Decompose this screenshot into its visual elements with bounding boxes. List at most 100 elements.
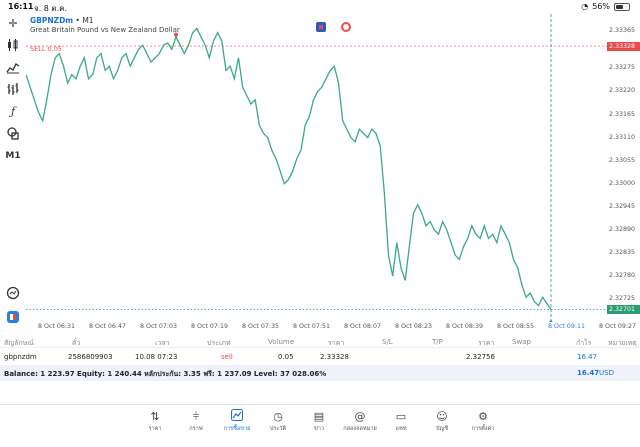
tab-label: บัญชี — [435, 426, 449, 432]
function-icon[interactable]: ƒ — [10, 105, 16, 118]
price-tick-label: 2.33328 — [607, 41, 640, 51]
time-tick-label: 8 Oct 06:47 — [89, 323, 127, 330]
time-tick-label: 8 Oct 09:11 — [548, 323, 586, 330]
price-tick-label: 2.33165 — [609, 110, 636, 118]
chart-icon: ⫩ — [192, 410, 200, 423]
price-tick-label: 2.32780 — [609, 272, 636, 280]
position-profit: 16.47 — [577, 353, 598, 361]
tab-label: การตั้งค่า — [471, 426, 495, 432]
price-tick-label: 2.32701 — [607, 304, 640, 314]
table-row[interactable]: gbpnzdm 2586809903 10.08 07:23 sell 0.05… — [0, 350, 640, 364]
battery-percent: 56% — [592, 2, 610, 11]
tab-quotes[interactable]: ⇅ ราคา — [135, 409, 175, 433]
position-time: 10.08 07:23 — [135, 353, 178, 361]
price-tick-label: 2.32835 — [609, 249, 636, 257]
tab-account[interactable]: ☺ บัญชี — [422, 409, 462, 433]
time-tick-label: 8 Oct 07:51 — [293, 323, 331, 330]
position-symbol: gbpnzdm — [4, 353, 37, 361]
time-tick-label: 8 Oct 07:19 — [191, 323, 229, 330]
account-summary: Balance: 1 223.97 Equity: 1 240.44 หลักป… — [0, 365, 640, 381]
symbol-name: GBPNZDm — [30, 16, 74, 25]
objects-icon[interactable] — [5, 126, 21, 142]
tab-label: แชท — [395, 426, 407, 432]
timeframe-button[interactable]: M1 — [5, 151, 21, 161]
nzd-flag-icon — [341, 22, 351, 32]
entry-marker — [174, 32, 178, 37]
time-tick-label: 8 Oct 08:39 — [446, 323, 484, 330]
position-ticket: 2586809903 — [68, 353, 113, 361]
time-tick-label: 8 Oct 08:55 — [497, 323, 535, 330]
sell-order-label: SELL 0.05 — [30, 45, 63, 53]
tab-label: กราฟ — [189, 426, 203, 432]
position-volume: 0.05 — [278, 353, 294, 361]
tab-label: ประวัติ — [269, 426, 287, 432]
column-header[interactable]: Volume — [268, 338, 295, 346]
chart-toolbar: ✛ ƒ M1 — [0, 14, 26, 334]
price-axis[interactable]: 2.33365 2.33328 2.33275 2.33220 2.33165 2.331… — [607, 14, 640, 322]
total-profit: 16.47 — [577, 369, 600, 377]
price-line — [26, 27, 552, 310]
crosshair-icon[interactable]: ✛ — [8, 17, 18, 30]
cursor-marker[interactable] — [548, 319, 554, 322]
price-tick-label: 2.32945 — [609, 202, 636, 210]
column-header[interactable]: S/L — [382, 338, 393, 346]
chat-icon: ▭ — [395, 410, 407, 423]
tab-label: การซื้อขาย — [223, 426, 251, 432]
position-open-price: 2.33328 — [320, 353, 349, 361]
status-bar: 16:11 จ. 8 ต.ค. ◔ 56% — [0, 0, 640, 14]
candlestick-icon[interactable] — [5, 38, 21, 54]
column-header[interactable]: Swap — [512, 338, 531, 346]
symbol-description: Great Britain Pound vs New Zealand Dolla… — [30, 26, 180, 34]
column-header[interactable]: ราคา — [328, 339, 345, 347]
trade-panel-icon[interactable] — [5, 310, 21, 326]
tab-news[interactable]: ▤ ข่าว — [299, 409, 339, 433]
tab-trade[interactable]: การซื้อขาย — [217, 409, 257, 433]
column-header[interactable]: ราคา — [478, 339, 495, 347]
column-header[interactable]: ประเภท — [207, 339, 231, 347]
history-icon: ◷ — [273, 410, 283, 423]
price-chart[interactable]: GBPNZDm • M1 Great Britain Pound vs New … — [26, 14, 607, 322]
time-tick-label: 8 Oct 09:27 — [599, 323, 637, 330]
date: จ. 8 ต.ค. — [34, 4, 68, 13]
time-tick-label: 8 Oct 06:31 — [38, 323, 76, 330]
clock: 16:11 — [8, 2, 34, 11]
bars-icon[interactable] — [5, 82, 21, 98]
bottom-tab-bar: ⇅ ราคา ⫩ กราฟ การซื้อขาย ◷ ประวัติ ▤ ข่าว @ กล่องจ… — [0, 404, 640, 447]
wifi-icon: ◔ — [581, 2, 589, 11]
tab-chart[interactable]: ⫩ กราฟ — [176, 409, 216, 433]
mailbox-icon: @ — [354, 410, 366, 423]
price-tick-label: 2.33220 — [609, 87, 636, 95]
tab-label: ราคา — [148, 426, 162, 432]
tab-chat[interactable]: ▭ แชท — [381, 409, 421, 433]
trade-icon — [217, 409, 257, 425]
column-header[interactable]: กำไร — [576, 339, 592, 347]
price-tick-label: 2.33110 — [609, 133, 636, 141]
column-header[interactable]: เวลา — [155, 339, 170, 347]
price-tick-label: 2.32890 — [609, 226, 636, 233]
price-tick-label: 2.33055 — [609, 156, 636, 164]
column-header[interactable]: ตั๋ว — [72, 339, 81, 347]
chart-canvas — [26, 14, 607, 322]
settings-icon: ⚙ — [478, 410, 488, 423]
price-tick-label: 2.33275 — [609, 64, 636, 72]
battery-icon — [614, 2, 630, 11]
price-tick-label: 2.32725 — [609, 295, 636, 303]
indicators-icon[interactable] — [5, 60, 21, 76]
timeframe-label: • M1 — [75, 16, 94, 25]
time-tick-label: 8 Oct 08:23 — [395, 323, 433, 330]
table-header: สัญลักษณ์ ตั๋ว เวลา ประเภท Volume ราคา S/L T/P ร… — [0, 335, 640, 348]
zoom-icon[interactable] — [5, 286, 21, 302]
quotes-icon: ⇅ — [150, 410, 160, 423]
tab-mailbox[interactable]: @ กล่องจดหมาย — [340, 409, 380, 433]
time-axis[interactable]: 8 Oct 06:31 8 Oct 06:47 8 Oct 07:03 8 Oct 0… — [26, 322, 640, 332]
time-tick-label: 8 Oct 07:03 — [140, 323, 178, 330]
column-header[interactable]: สัญลักษณ์ — [4, 339, 34, 347]
tab-label: ข่าว — [313, 426, 325, 432]
tab-settings[interactable]: ⚙ การตั้งค่า — [463, 409, 503, 433]
column-header[interactable]: หมายเหตุ — [608, 339, 637, 347]
position-current-price: 2.32756 — [466, 353, 495, 361]
account-currency: USD — [599, 369, 614, 377]
tab-history[interactable]: ◷ ประวัติ — [258, 409, 298, 433]
column-header[interactable]: T/P — [432, 338, 443, 346]
gbp-flag-icon — [316, 22, 326, 32]
